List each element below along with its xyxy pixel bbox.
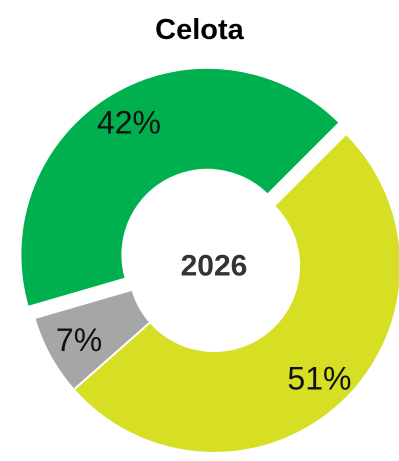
slice-label-7: 7% xyxy=(56,322,102,358)
slice-label-42: 42% xyxy=(97,104,161,140)
slice-label-51: 51% xyxy=(287,360,351,396)
donut-slice-42 xyxy=(19,66,342,309)
chart-title: Celota xyxy=(155,14,244,46)
donut-slice-51 xyxy=(72,132,399,454)
donut-slice-7 xyxy=(33,288,152,392)
donut-center-label: 2026 xyxy=(181,250,248,283)
